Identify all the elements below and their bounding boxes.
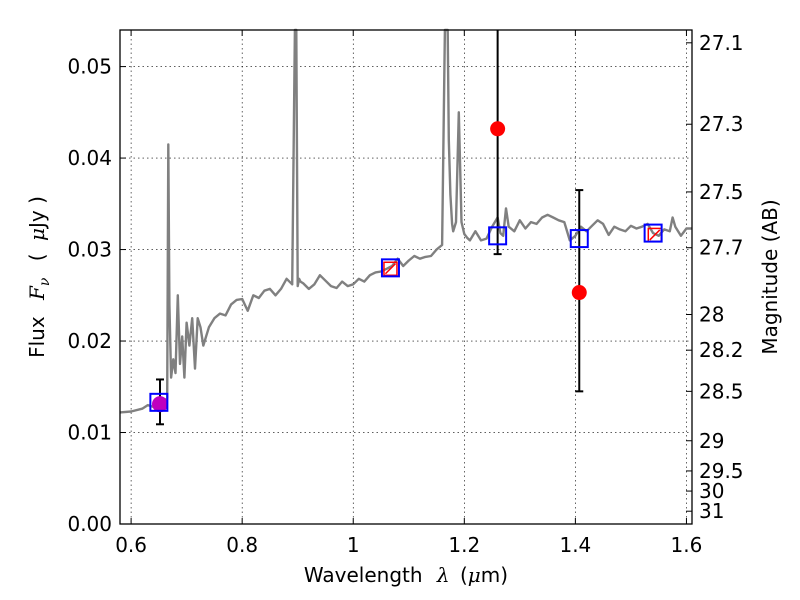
x-tick-label: 1.2: [448, 533, 480, 557]
y-tick-label: 0.00: [67, 512, 112, 536]
y2-tick-label: 28.5: [699, 379, 744, 403]
y2-tick-label: 30: [699, 479, 724, 503]
axis-ticks: 0.6 0.8 1 1.2 1.4 1.6 0.00 0.01 0.02 0.03 0.04 0.05…: [67, 30, 744, 557]
plot-content: [119, 28, 692, 426]
y2-tick-label: 28.2: [699, 338, 744, 362]
x-tick-label: 1: [347, 533, 360, 557]
model-photometry-square: [488, 226, 508, 246]
y-axis-label-mu: μ: [25, 228, 49, 241]
spectrum-line: [119, 28, 692, 414]
y-tick-label: 0.03: [67, 238, 112, 262]
x-axis-label-text: Wavelength: [304, 563, 423, 587]
observed-detection-slash: [384, 263, 396, 275]
y2-tick-label: 27.1: [699, 31, 744, 55]
x-axis-label: Wavelength λ (μm): [304, 563, 508, 587]
y2-tick-label: 27.7: [699, 236, 744, 260]
y-axis-label-open: (: [25, 253, 49, 261]
y-tick-label: 0.01: [67, 421, 112, 445]
highlight-point: [151, 396, 168, 413]
x-axis-label-mu: μ: [468, 563, 481, 587]
observed-flux-point: [571, 285, 587, 301]
plot-frame: [119, 29, 693, 525]
y-tick-label: 0.04: [67, 146, 112, 170]
y-axis-label-unit: Jy ): [25, 196, 49, 230]
model-photometry-square: [643, 223, 663, 243]
grid-lines: [120, 30, 692, 525]
y2-axis-label: Magnitude (AB): [758, 199, 782, 354]
model-photometry-square: [149, 392, 169, 412]
model-photometry-square: [380, 258, 400, 278]
y-axis-label-symbol: F: [25, 285, 49, 301]
model-photometry-square: [569, 229, 589, 249]
y-axis-label: Flux Fν ( μJy ): [25, 196, 54, 358]
y2-tick-label: 29: [699, 429, 724, 453]
x-tick-label: 0.6: [115, 533, 147, 557]
y-tick-label: 0.02: [67, 329, 112, 353]
y2-tick-label: 28: [699, 303, 724, 327]
y-tick-label: 0.05: [67, 55, 112, 79]
x-tick-label: 0.8: [226, 533, 258, 557]
x-tick-label: 1.6: [671, 533, 703, 557]
y-axis-label-sub: ν: [37, 277, 53, 286]
x-axis-label-open: (: [460, 563, 468, 587]
observed-detection-slash: [649, 229, 661, 241]
y2-tick-label: 31: [699, 499, 724, 523]
x-axis-label-unit: m): [481, 563, 508, 587]
observed-flux-point: [490, 121, 506, 137]
y2-tick-label: 29.5: [699, 459, 744, 483]
y2-tick-label: 27.5: [699, 180, 744, 204]
observed-detection-square: [383, 261, 398, 277]
x-tick-label: 1.4: [559, 533, 591, 557]
y2-tick-label: 27.3: [699, 112, 744, 136]
x-axis-label-symbol: λ: [436, 563, 450, 587]
y-axis-label-text: Flux: [25, 316, 49, 358]
